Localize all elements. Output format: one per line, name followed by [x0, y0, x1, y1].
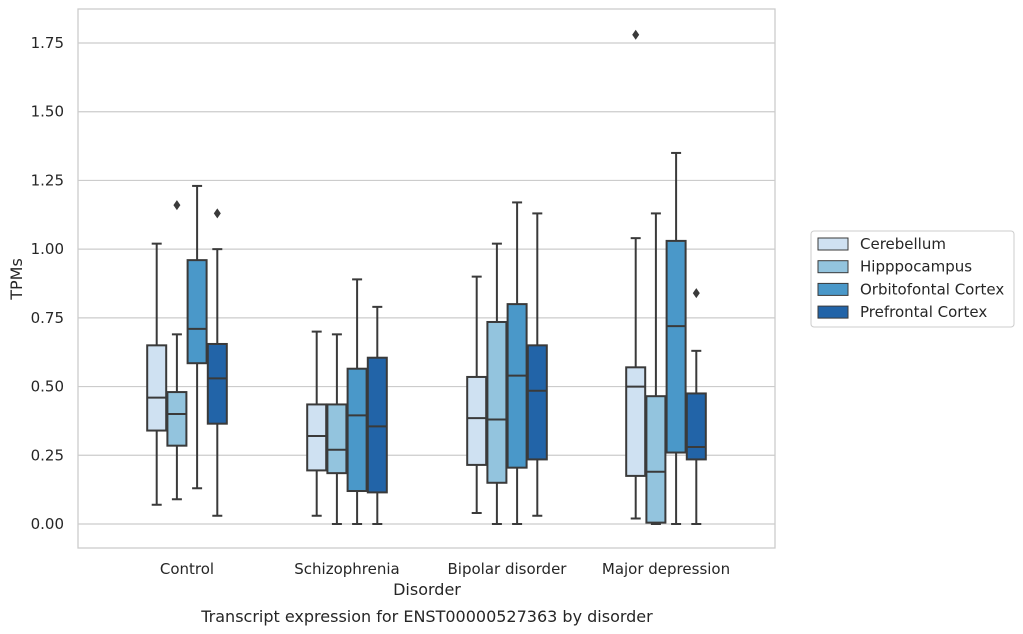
- iqr-box: [146, 344, 168, 432]
- legend-swatch: [817, 305, 849, 319]
- iqr-box: [645, 395, 667, 524]
- box-prefrontal-cortex-3: [685, 288, 707, 525]
- legend-swatch: [817, 237, 849, 251]
- iqr-box: [665, 239, 687, 454]
- box-orbitofontal-cortex-2: [506, 201, 528, 525]
- y-tick-label: 1.00: [31, 240, 64, 258]
- iqr-box: [506, 303, 528, 469]
- box-prefrontal-cortex-0: [206, 208, 228, 517]
- box-prefrontal-cortex-2: [526, 212, 548, 517]
- legend-label: Prefrontal Cortex: [860, 303, 987, 321]
- iqr-box: [486, 320, 508, 484]
- legend-label: Hipppocampus: [860, 258, 972, 276]
- iqr-box: [366, 356, 388, 494]
- box-cerebellum-1: [306, 330, 328, 517]
- iqr-box: [346, 367, 368, 493]
- y-tick-label: 0.50: [31, 378, 64, 396]
- box-hipppocampus-3: [645, 212, 667, 525]
- box-cerebellum-0: [146, 242, 168, 506]
- legend-label: Orbitofontal Cortex: [860, 280, 1004, 298]
- legend-swatch: [817, 260, 849, 274]
- legend-frame: [810, 230, 1015, 328]
- y-tick-label: 1.50: [31, 103, 64, 121]
- legend: Cerebellum Hipppocampus Orbitofontal Corte…: [810, 230, 1015, 328]
- legend-swatch: [817, 282, 849, 296]
- outlier-point: [632, 29, 640, 40]
- x-tick-labels: Control Schizophrenia Bipolar disorder Majo…: [160, 560, 730, 578]
- iqr-box: [306, 403, 328, 472]
- box-orbitofontal-cortex-1: [346, 278, 368, 525]
- y-tick-labels: 0.00 0.25 0.50 0.75 1.00 1.25 1.50 1.75: [31, 34, 64, 533]
- box-orbitofontal-cortex-0: [186, 184, 208, 490]
- iqr-box: [625, 366, 647, 477]
- box-hipppocampus-2: [486, 242, 508, 525]
- box-hipppocampus-0: [166, 200, 188, 501]
- iqr-box: [326, 403, 348, 475]
- y-tick-label: 1.75: [31, 34, 64, 52]
- box-layer: [146, 29, 707, 525]
- outlier-point: [692, 288, 700, 299]
- outlier-point: [213, 208, 221, 219]
- iqr-box: [186, 259, 208, 365]
- y-tick-label: 0.00: [31, 515, 64, 533]
- box-hipppocampus-1: [326, 333, 348, 525]
- box-orbitofontal-cortex-3: [665, 151, 687, 525]
- x-axis-label: Disorder: [393, 580, 461, 599]
- chart-caption: Transcript expression for ENST0000052736…: [200, 607, 653, 626]
- x-tick-label: Schizophrenia: [294, 560, 399, 578]
- x-tick-label: Control: [160, 560, 214, 578]
- iqr-box: [466, 375, 488, 466]
- box-cerebellum-2: [466, 275, 488, 515]
- x-tick-label: Major depression: [602, 560, 730, 578]
- outlier-point: [173, 200, 181, 211]
- y-tick-label: 1.25: [31, 171, 64, 189]
- y-axis-label: TPMs: [7, 258, 26, 301]
- iqr-box: [526, 344, 548, 461]
- x-tick-label: Bipolar disorder: [448, 560, 568, 578]
- plot-frame: [77, 8, 776, 549]
- iqr-box: [685, 392, 707, 461]
- box-prefrontal-cortex-1: [366, 305, 388, 525]
- y-tick-label: 0.75: [31, 309, 64, 327]
- iqr-box: [166, 391, 188, 447]
- y-tick-label: 0.25: [31, 446, 64, 464]
- legend-label: Cerebellum: [860, 235, 946, 253]
- box-cerebellum-3: [625, 29, 647, 520]
- iqr-box: [206, 342, 228, 425]
